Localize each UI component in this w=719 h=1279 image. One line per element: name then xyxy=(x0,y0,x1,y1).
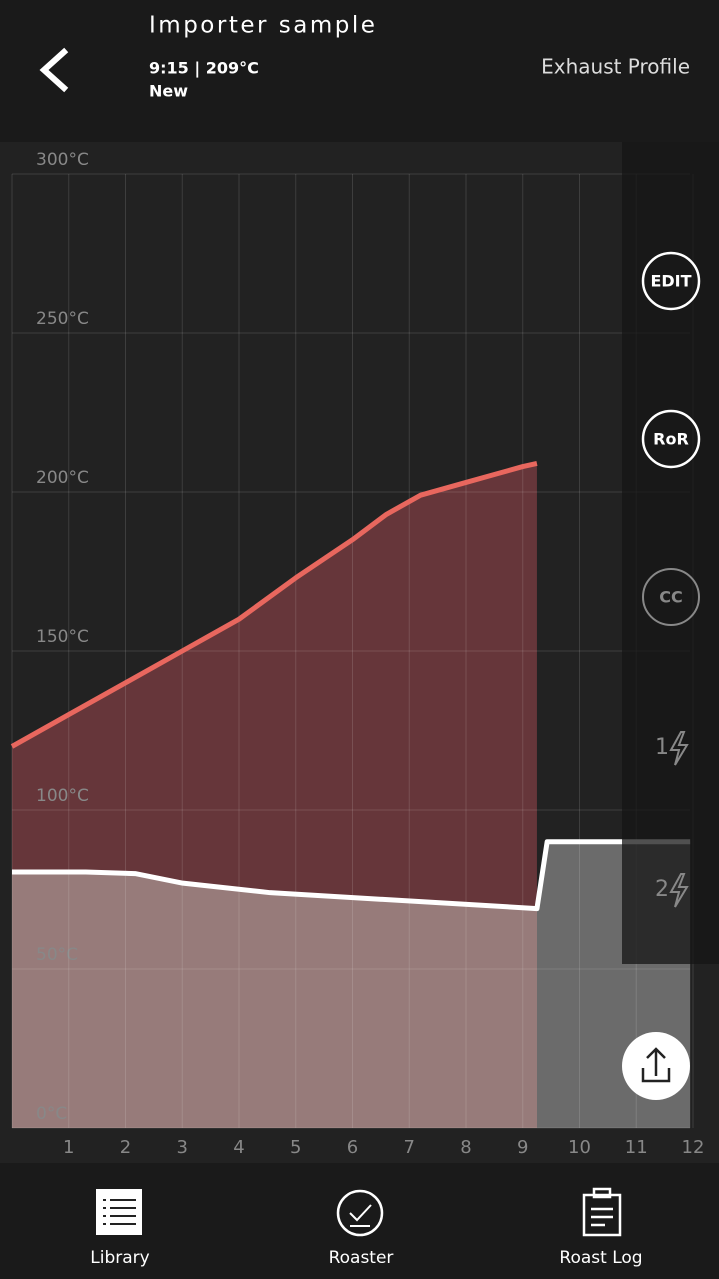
button-label: EDIT xyxy=(650,272,691,291)
library-icon xyxy=(96,1189,142,1235)
button-ring xyxy=(641,251,701,311)
bolt-icon xyxy=(669,873,689,908)
series-line xyxy=(10,460,538,749)
button-label: 1 xyxy=(655,735,669,760)
roaster-icon xyxy=(336,1189,384,1237)
side-panel xyxy=(622,142,719,964)
list-lines xyxy=(103,1199,136,1225)
x-tick-label: 4 xyxy=(233,1137,244,1158)
share-icon xyxy=(641,1047,671,1083)
subtitle: 9:15 | 209°C xyxy=(149,59,259,79)
nav-label: Roast Log xyxy=(559,1248,642,1268)
button-label: CC xyxy=(659,588,682,607)
y-tick-label: 50°C xyxy=(36,945,78,965)
x-tick-label: 11 xyxy=(625,1137,648,1158)
y-tick-label: 250°C xyxy=(36,309,89,329)
profile-link[interactable]: Exhaust Profile xyxy=(541,55,690,79)
x-tick-label: 12 xyxy=(682,1137,705,1158)
x-tick-label: 7 xyxy=(404,1137,415,1158)
y-tick-label: 200°C xyxy=(36,468,89,488)
title: Importer sample xyxy=(149,13,377,39)
share-button[interactable] xyxy=(622,1032,690,1100)
x-tick-label: 3 xyxy=(177,1137,188,1158)
y-tick-label: 150°C xyxy=(36,627,89,647)
y-tick-label: 100°C xyxy=(36,786,89,806)
x-tick-label: 8 xyxy=(460,1137,471,1158)
y-tick-label: 300°C xyxy=(36,150,89,170)
button-ring xyxy=(641,409,701,469)
log-icon xyxy=(582,1187,622,1237)
x-tick-label: 10 xyxy=(568,1137,591,1158)
check-mark xyxy=(349,1204,372,1227)
nav-label: Library xyxy=(90,1248,149,1268)
y-tick-label: 0°C xyxy=(36,1104,67,1124)
power-2-button[interactable]: 2 xyxy=(655,873,689,908)
power-1-button[interactable]: 1 xyxy=(655,731,689,766)
nav-library[interactable]: Library xyxy=(90,1189,150,1268)
header-bg xyxy=(0,0,719,142)
x-tick-label: 2 xyxy=(120,1137,131,1158)
nav-roast-log[interactable]: Roast Log xyxy=(559,1187,643,1268)
x-tick-label: 1 xyxy=(63,1137,74,1158)
status: New xyxy=(149,82,188,101)
area-fill xyxy=(12,872,537,1128)
cc-button[interactable]: CC xyxy=(642,568,700,626)
button-label: RoR xyxy=(653,430,689,449)
nav-label: Roaster xyxy=(329,1248,394,1268)
edit-button[interactable]: EDIT xyxy=(641,251,701,311)
x-tick-label: 9 xyxy=(517,1137,528,1158)
back-button[interactable] xyxy=(39,47,69,93)
button-label: 2 xyxy=(655,877,669,902)
nav-roaster[interactable]: Roaster xyxy=(329,1189,394,1268)
bolt-icon xyxy=(669,731,689,766)
log-lines xyxy=(591,1207,613,1227)
x-tick-label: 5 xyxy=(290,1137,301,1158)
button-ring xyxy=(642,568,700,626)
series-line xyxy=(12,839,691,912)
x-tick-label: 6 xyxy=(347,1137,358,1158)
ror-button[interactable]: RoR xyxy=(641,409,701,469)
